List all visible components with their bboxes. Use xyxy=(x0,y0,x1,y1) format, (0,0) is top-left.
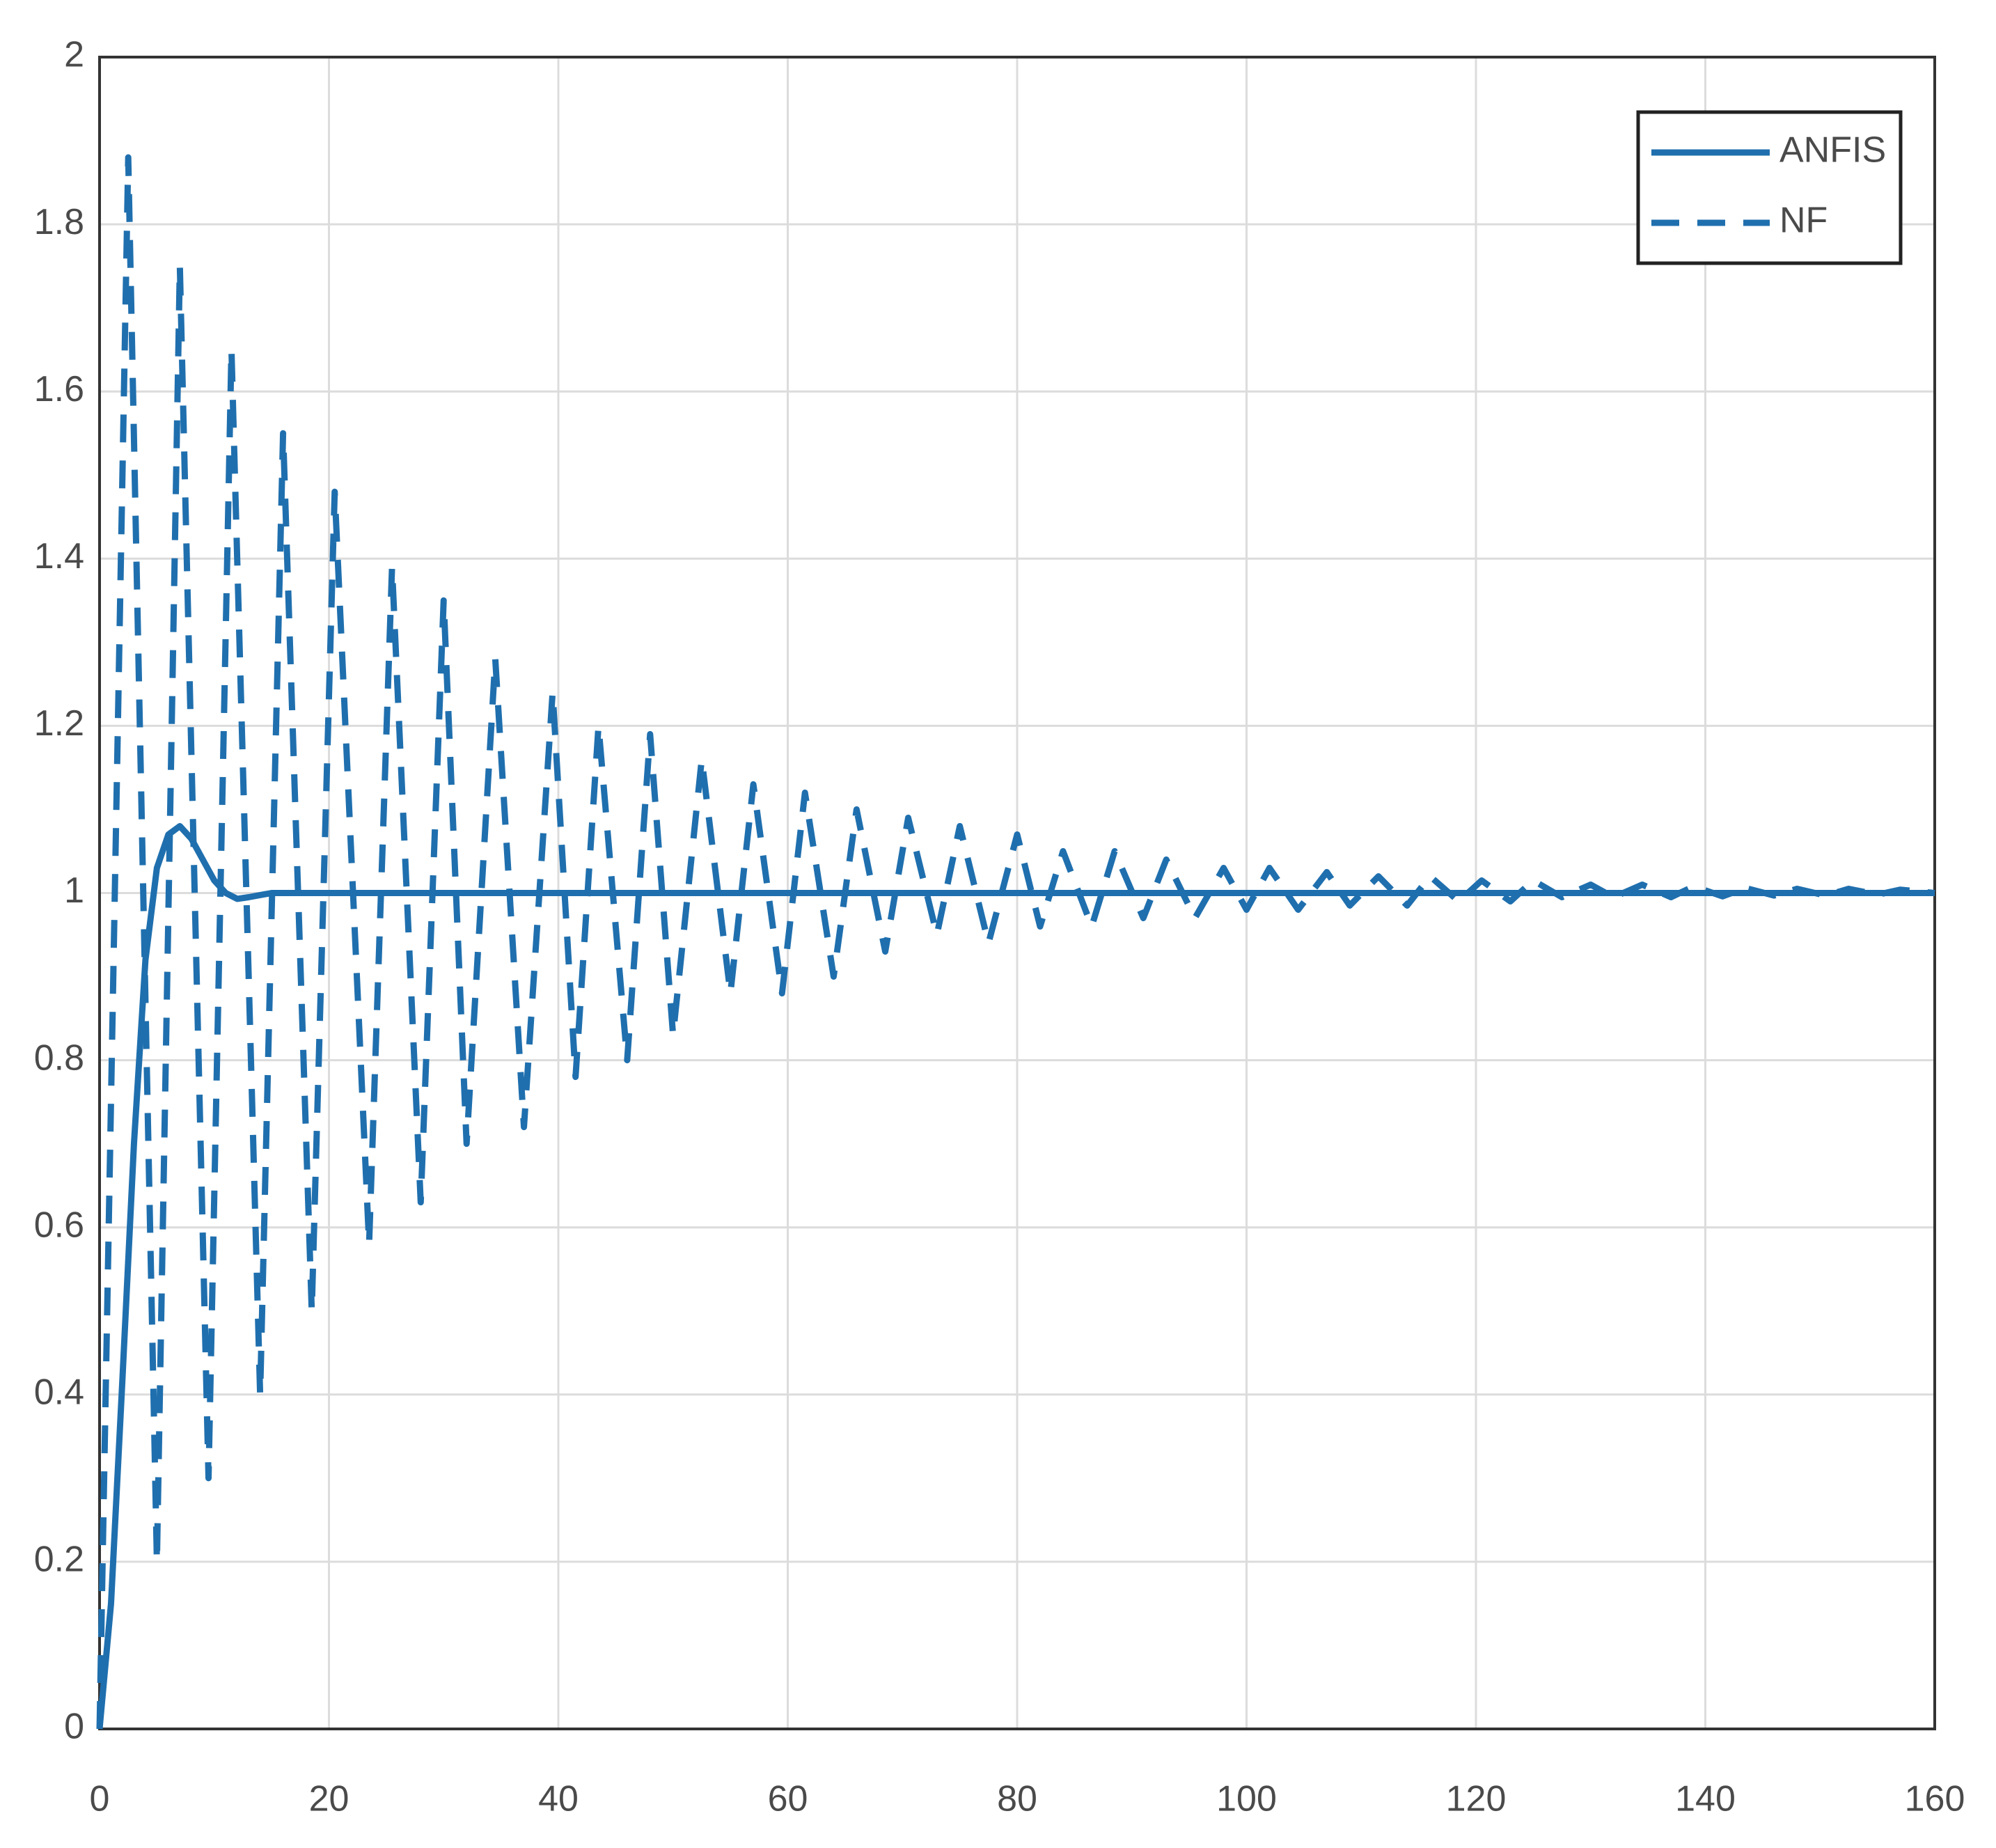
x-tick-label: 120 xyxy=(1446,1779,1507,1819)
legend-box xyxy=(1636,110,1903,265)
y-tick-label: 0.8 xyxy=(34,1037,84,1078)
x-tick-label: 20 xyxy=(309,1779,349,1819)
x-tick-label: 80 xyxy=(997,1779,1037,1819)
y-tick-label: 0.2 xyxy=(34,1540,84,1580)
y-tick-label: 0.6 xyxy=(34,1205,84,1245)
x-tick-label: 100 xyxy=(1216,1779,1277,1819)
y-tick-label: 2 xyxy=(64,35,84,75)
x-tick-label: 0 xyxy=(90,1779,110,1819)
y-tick-label: 1.6 xyxy=(34,369,84,409)
x-tick-label: 140 xyxy=(1675,1779,1736,1819)
legend-label: ANFIS xyxy=(1779,130,1886,171)
y-tick-label: 1.8 xyxy=(34,202,84,242)
legend-label: NF xyxy=(1779,201,1828,241)
x-tick-label: 40 xyxy=(538,1779,579,1819)
y-tick-label: 0 xyxy=(64,1707,84,1747)
x-tick-label: 60 xyxy=(768,1779,808,1819)
series-line xyxy=(96,822,1935,1730)
x-tick-label: 160 xyxy=(1905,1779,1965,1819)
y-tick-label: 1 xyxy=(64,870,84,911)
y-tick-label: 0.4 xyxy=(34,1372,84,1413)
y-tick-label: 1.4 xyxy=(34,536,84,577)
y-tick-label: 1.2 xyxy=(34,703,84,744)
series-line xyxy=(96,154,1935,1730)
